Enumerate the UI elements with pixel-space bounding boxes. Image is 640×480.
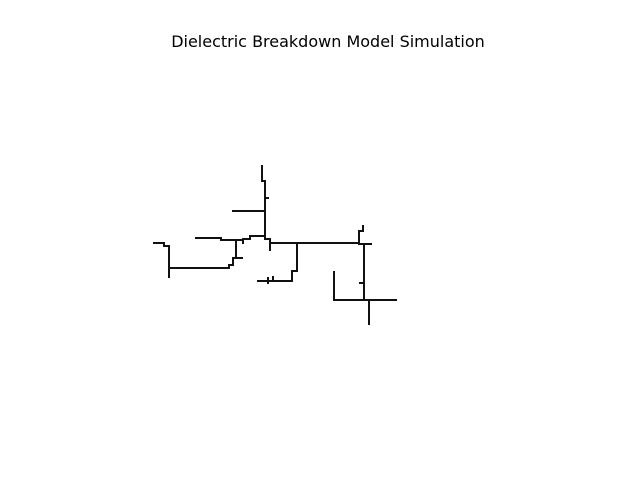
breakdown-branch <box>261 165 266 237</box>
breakdown-branch <box>333 271 397 301</box>
breakdown-branch <box>168 239 237 269</box>
breakdown-branch <box>195 237 244 241</box>
breakdown-branch <box>153 242 170 278</box>
breakdown-branch <box>358 225 364 244</box>
breakdown-branch <box>264 235 372 245</box>
figure-title: Dielectric Breakdown Model Simulation <box>171 32 485 51</box>
breakdown-branch <box>242 235 266 244</box>
breakdown-branch <box>257 242 298 282</box>
